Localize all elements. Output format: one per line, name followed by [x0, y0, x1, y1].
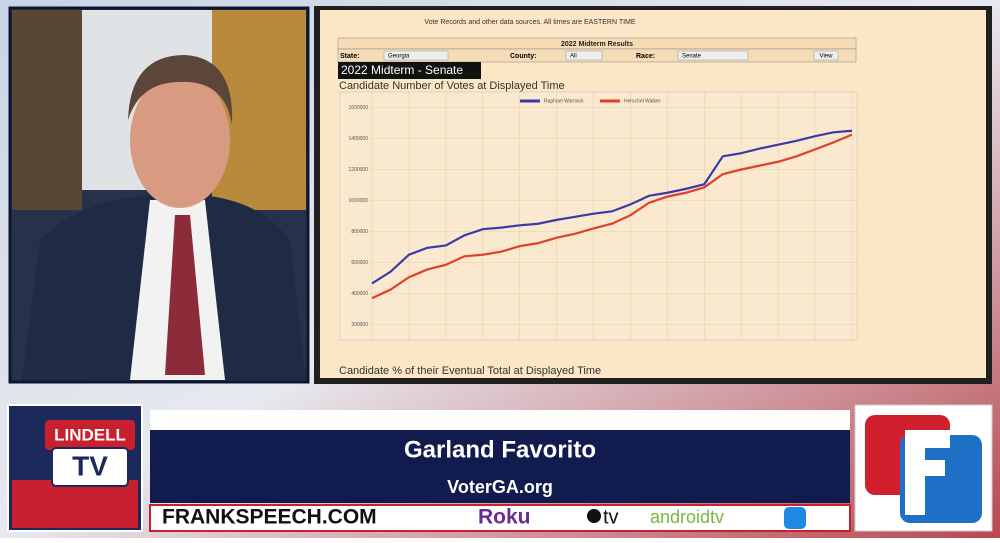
network: FRANKSPEECH.COM: [162, 506, 377, 529]
tie: [165, 215, 205, 375]
logo-text: LINDELL: [54, 425, 126, 444]
filter-select[interactable]: [565, 50, 603, 61]
hair: [128, 55, 233, 125]
y-tick-label: 1600000: [349, 105, 369, 111]
section-title-bg: [338, 62, 481, 79]
legend-label: Herschel Walker: [624, 98, 661, 104]
platform-strip: [149, 504, 851, 532]
guest-name: Garland Favorito: [404, 436, 596, 463]
series-line: [371, 129, 853, 285]
filter-value: All: [570, 54, 577, 60]
y-tick-label: 400000: [351, 291, 368, 297]
face: [130, 72, 230, 208]
view-button[interactable]: [813, 50, 839, 61]
logo-stripes: [12, 480, 138, 528]
chart-title: Candidate Number of Votes at Displayed T…: [339, 80, 565, 92]
apple-icon: [587, 509, 601, 523]
guest-site: VoterGA.org: [447, 477, 553, 497]
video-feed: [8, 6, 310, 384]
filter-select[interactable]: [383, 50, 449, 61]
name-banner: [150, 430, 850, 503]
platform: Roku: [478, 506, 531, 529]
header-text: Vote Records and other data sources. All…: [424, 19, 635, 26]
y-tick-label: 800000: [351, 229, 368, 235]
filter-value: Senate: [682, 54, 702, 60]
y-tick-label: 1200000: [349, 167, 369, 173]
logo-badge: [51, 447, 129, 487]
y-tick-label: 1400000: [349, 136, 369, 142]
view-button-label: View: [820, 54, 834, 60]
logo-badge: [45, 420, 135, 450]
filter-label: County:: [510, 53, 536, 60]
y-tick-label: 200000: [351, 322, 368, 328]
platform: androidtv: [650, 507, 724, 527]
section-title: 2022 Midterm - Senate: [341, 63, 463, 77]
plot-area: [339, 91, 858, 341]
filter-value: Georgia: [388, 54, 410, 60]
series-line: [371, 133, 853, 300]
y-tick-label: 1000000: [349, 198, 369, 204]
screen-bottom-border: [316, 378, 990, 384]
panel-title: 2022 Midterm Results: [561, 41, 633, 48]
appstore-icon: [784, 507, 806, 529]
platform: tv: [603, 506, 619, 528]
filter-label: Race:: [636, 53, 655, 60]
next-chart-title: Candidate % of their Eventual Total at D…: [339, 365, 601, 377]
logo-text: TV: [72, 450, 108, 481]
painting: [212, 10, 306, 210]
logo-letter: [905, 430, 950, 515]
filter-label: State:: [340, 53, 359, 60]
legend-label: Raphael Warnock: [544, 98, 584, 104]
filter-select[interactable]: [677, 50, 749, 61]
y-tick-label: 600000: [351, 260, 368, 266]
bookshelf: [12, 10, 82, 210]
banner-top: [150, 410, 850, 430]
